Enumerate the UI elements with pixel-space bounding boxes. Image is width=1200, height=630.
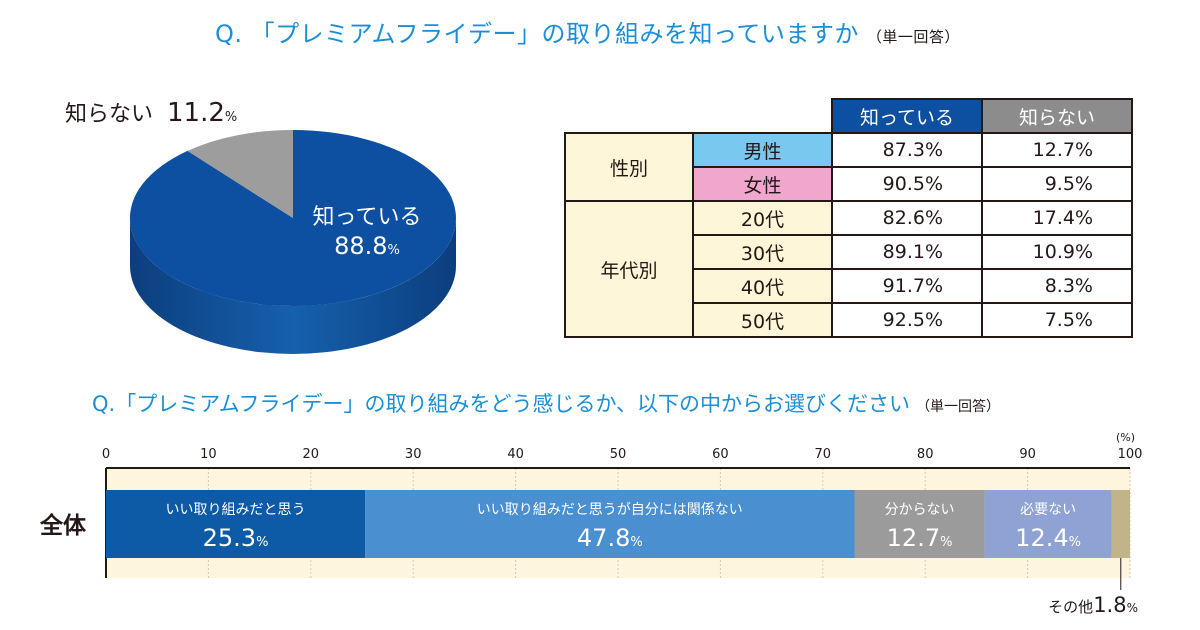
pie-unknown-pct: % xyxy=(224,110,238,125)
bar-segment xyxy=(854,490,985,558)
crosstab-cell-know: 90.5% xyxy=(831,166,983,202)
pie-know-value: 88.8 xyxy=(334,232,387,260)
crosstab-header-unknown: 知らない xyxy=(981,98,1133,134)
crosstab-row-label: 50代 xyxy=(692,302,833,338)
crosstab-row-label: 男性 xyxy=(692,132,833,168)
question-2-text: Q.「プレミアムフライデー」の取り組みをどう感じるか、以下の中からお選びください xyxy=(92,392,911,416)
bar-segment xyxy=(106,490,366,558)
bar-segment xyxy=(984,490,1112,558)
x-tick-label: 90 xyxy=(1019,447,1036,462)
pie-unknown-label: 知らない 11.2% xyxy=(65,96,237,128)
segment-value: 47.8% xyxy=(577,524,643,552)
bar-segment xyxy=(365,490,855,558)
segment-label: いい取り組みだと思う xyxy=(166,502,306,518)
question-2-title: Q.「プレミアムフライデー」の取り組みをどう感じるか、以下の中からお選びください… xyxy=(92,388,1000,418)
crosstab-row-label: 20代 xyxy=(692,200,833,236)
crosstab-cell-know: 91.7% xyxy=(831,268,983,304)
crosstab-cell-unknown: 12.7% xyxy=(981,132,1133,168)
pie-slice-unknown xyxy=(187,130,293,218)
crosstab-group-gender: 性別 xyxy=(564,132,694,202)
callout-label: その他1.8% xyxy=(1048,593,1138,617)
segment-label: 必要ない xyxy=(1020,502,1076,518)
crosstab-corner xyxy=(565,99,832,133)
segment-label: いい取り組みだと思うが自分には関係ない xyxy=(477,502,743,518)
crosstab-cell-unknown: 10.9% xyxy=(981,234,1133,270)
pie-know-value-group: 88.8% xyxy=(334,232,400,260)
crosstab-row-label: 女性 xyxy=(692,166,833,202)
x-tick-label: 80 xyxy=(917,447,934,462)
crosstab-cell-unknown: 17.4% xyxy=(981,200,1133,236)
crosstab-cell-unknown: 8.3% xyxy=(981,268,1133,304)
segment-value: 12.7% xyxy=(887,524,953,552)
pie-unknown-value: 11.2 xyxy=(167,98,225,128)
pie-know-pct: % xyxy=(388,243,400,258)
crosstab-cell-know: 82.6% xyxy=(831,200,983,236)
crosstab-cell-unknown: 7.5% xyxy=(981,302,1133,338)
awareness-crosstab: 知っている 知らない 性別 男性 87.3% 12.7% 女性 90.5% 9.… xyxy=(564,98,1133,338)
x-tick-label: 100 xyxy=(1118,447,1143,462)
opinion-stacked-bar-chart: 全体 0 10 20 30 40 50 60 70 80 90 100 いい取り組みだと思う 25.3%… xyxy=(39,447,1143,617)
x-tick-label: 70 xyxy=(815,447,832,462)
question-1-title: Q. 「プレミアムフライデー」の取り組みを知っていますか （単一回答） xyxy=(215,14,960,49)
pie-know-label: 知っている xyxy=(313,205,422,230)
x-tick-label: 20 xyxy=(303,447,320,462)
crosstab-row-label: 40代 xyxy=(692,268,833,304)
question-1-text: Q. 「プレミアムフライデー」の取り組みを知っていますか xyxy=(215,20,859,48)
question-1-note: （単一回答） xyxy=(866,28,960,46)
segment-value: 25.3% xyxy=(203,524,269,552)
crosstab-header-know: 知っている xyxy=(831,98,983,134)
crosstab-row-label: 30代 xyxy=(692,234,833,270)
x-tick-label: 30 xyxy=(405,447,422,462)
crosstab-cell-know: 87.3% xyxy=(831,132,983,168)
category-label: 全体 xyxy=(39,512,87,539)
x-tick-label: 10 xyxy=(200,447,217,462)
crosstab-cell-know: 92.5% xyxy=(831,302,983,338)
axis-unit-label: (%) xyxy=(1116,431,1136,444)
crosstab-group-age: 年代別 xyxy=(564,200,694,338)
crosstab-cell-unknown: 9.5% xyxy=(981,166,1133,202)
question-2-note: （単一回答） xyxy=(916,399,1001,415)
pie-side xyxy=(130,218,456,354)
segment-label: 分からない xyxy=(885,502,955,518)
x-tick-label: 50 xyxy=(610,447,627,462)
crosstab-cell-know: 89.1% xyxy=(831,234,983,270)
awareness-pie-chart: 知っている 88.8% xyxy=(129,130,456,354)
bar-segment xyxy=(1111,490,1130,558)
x-tick-label: 0 xyxy=(102,447,110,462)
x-tick-label: 40 xyxy=(507,447,524,462)
segment-value: 12.4% xyxy=(1015,524,1081,552)
x-tick-label: 60 xyxy=(712,447,729,462)
pie-slice-know xyxy=(129,130,456,306)
pie-unknown-text: 知らない xyxy=(65,102,154,127)
